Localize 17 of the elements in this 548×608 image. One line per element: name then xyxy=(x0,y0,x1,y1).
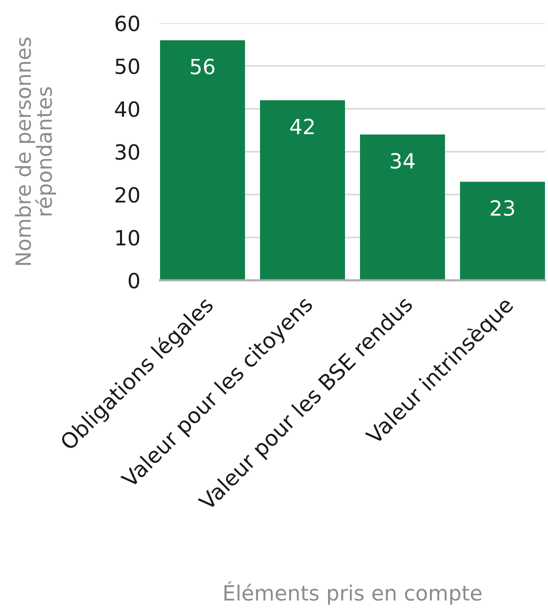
y-tick-label: 10 xyxy=(116,230,140,246)
bar xyxy=(460,182,545,280)
y-tick-label: 30 xyxy=(116,144,140,160)
y-tick-label: 50 xyxy=(116,58,140,74)
bar xyxy=(260,100,345,280)
y-tick-label: 0 xyxy=(128,272,140,288)
y-tick-label: 60 xyxy=(116,16,140,32)
bar xyxy=(160,40,246,280)
data-label: 23 xyxy=(490,200,514,216)
y-axis-title: Nombre de personnes répondantes xyxy=(14,38,56,265)
data-label: 42 xyxy=(290,118,314,134)
y-tick-label: 40 xyxy=(115,101,140,118)
data-label: 34 xyxy=(390,152,415,169)
x-axis-title: Éléments pris en compte xyxy=(224,581,482,605)
bar xyxy=(360,134,445,280)
data-label: 56 xyxy=(190,58,214,74)
y-tick-label: 20 xyxy=(116,187,140,203)
